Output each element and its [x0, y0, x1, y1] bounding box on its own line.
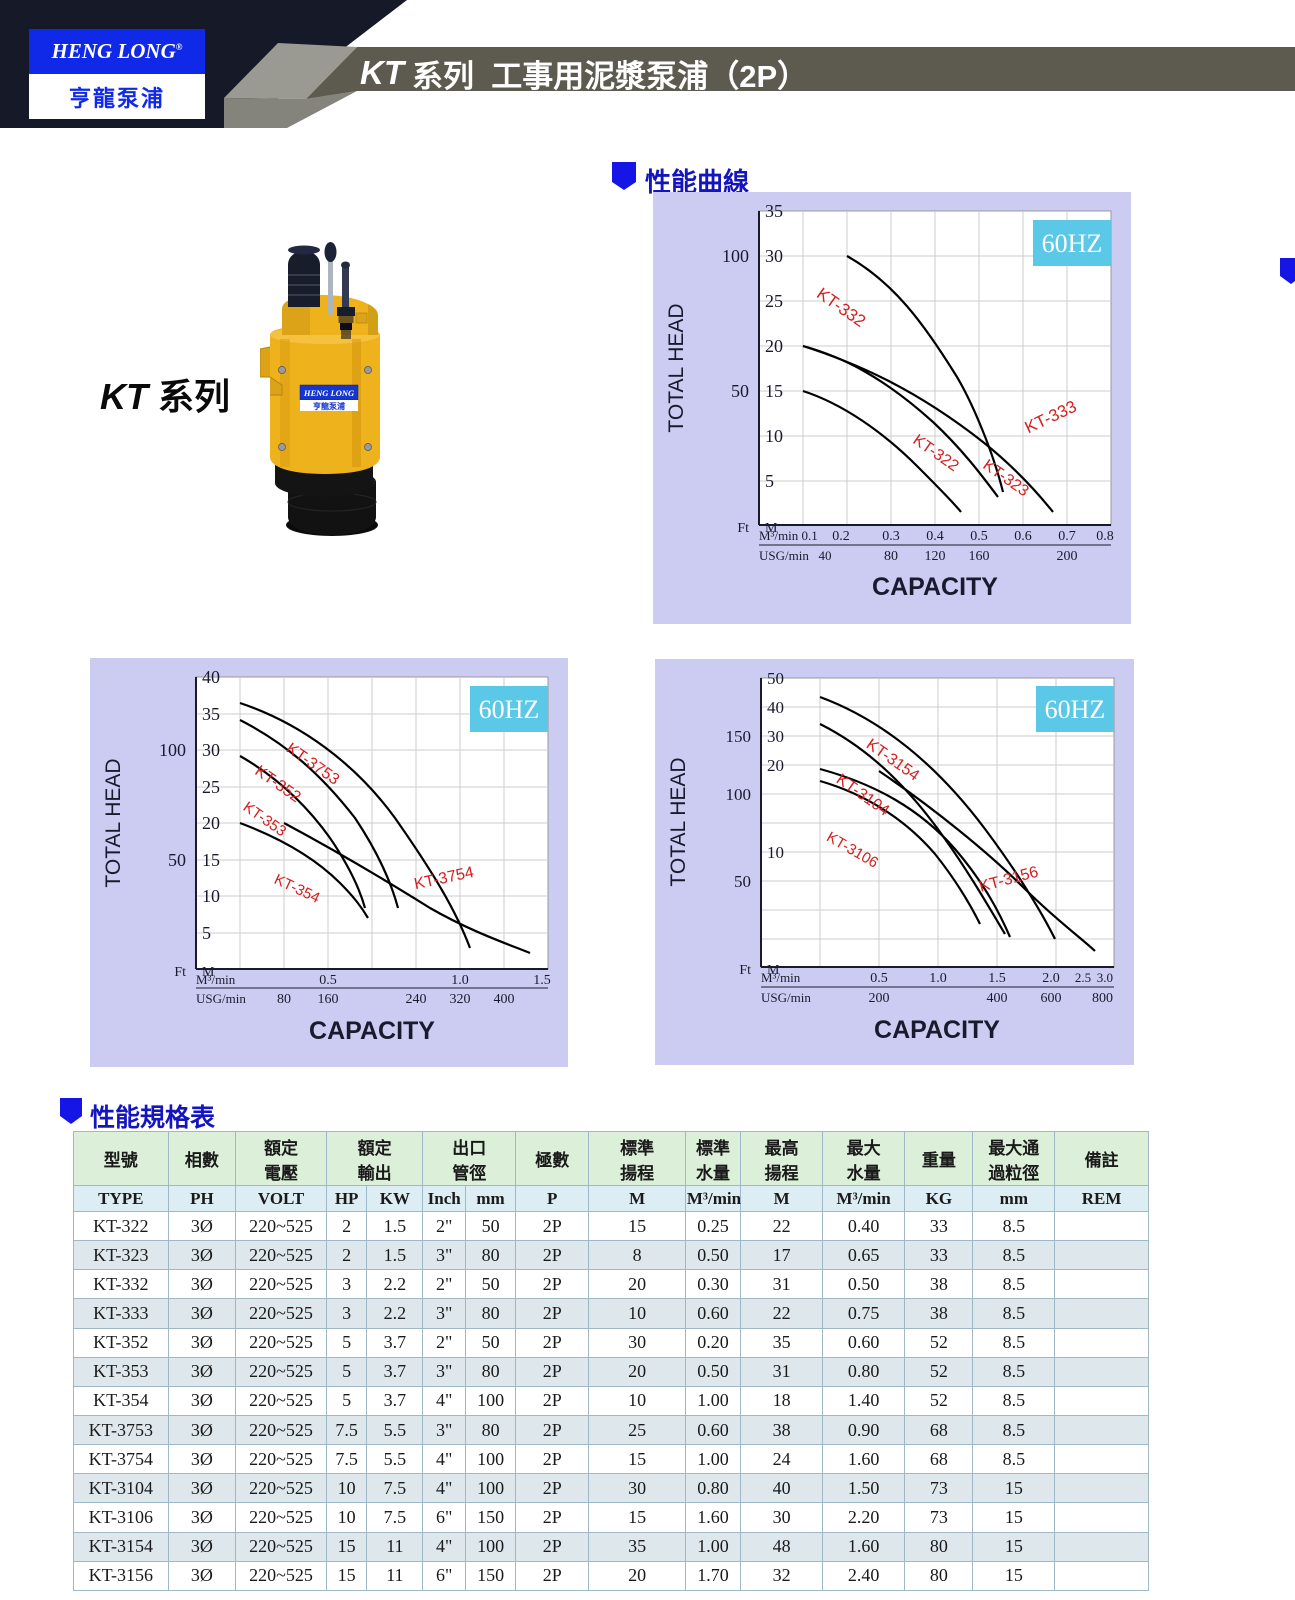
- svg-text:60HZ: 60HZ: [479, 695, 540, 724]
- svg-text:50: 50: [168, 850, 186, 870]
- svg-text:Ft: Ft: [174, 965, 186, 980]
- svg-text:30: 30: [767, 727, 784, 746]
- svg-text:0.5: 0.5: [870, 971, 888, 986]
- svg-text:M³/min: M³/min: [196, 972, 236, 987]
- svg-text:亨龍泵浦: 亨龍泵浦: [313, 401, 345, 411]
- svg-text:50: 50: [731, 381, 749, 401]
- svg-text:40: 40: [767, 698, 784, 717]
- svg-text:0.8: 0.8: [1096, 529, 1114, 544]
- svg-text:10: 10: [767, 843, 784, 862]
- svg-text:Ft: Ft: [737, 521, 749, 536]
- svg-text:0.7: 0.7: [1058, 529, 1076, 544]
- svg-text:120: 120: [925, 549, 946, 564]
- svg-text:10: 10: [202, 886, 220, 906]
- svg-text:1.5: 1.5: [988, 971, 1006, 986]
- svg-text:0.5: 0.5: [319, 973, 337, 988]
- svg-text:100: 100: [722, 246, 749, 266]
- svg-text:60HZ: 60HZ: [1042, 229, 1103, 258]
- svg-text:320: 320: [450, 992, 471, 1007]
- svg-text:HENG LONG: HENG LONG: [303, 388, 355, 398]
- svg-text:60HZ: 60HZ: [1045, 695, 1106, 724]
- svg-text:10: 10: [765, 426, 783, 446]
- svg-text:0.2: 0.2: [832, 529, 850, 544]
- svg-text:40: 40: [819, 548, 832, 563]
- svg-text:30: 30: [765, 246, 783, 266]
- svg-text:1.0: 1.0: [451, 973, 469, 988]
- svg-text:30: 30: [202, 740, 220, 760]
- svg-text:M³/min: M³/min: [761, 970, 801, 985]
- svg-text:20: 20: [767, 756, 784, 775]
- svg-text:CAPACITY: CAPACITY: [874, 1016, 1000, 1044]
- svg-text:20: 20: [765, 336, 783, 356]
- svg-text:100: 100: [159, 740, 186, 760]
- svg-text:1.0: 1.0: [929, 971, 947, 986]
- svg-text:5: 5: [765, 471, 774, 491]
- svg-text:TOTAL HEAD: TOTAL HEAD: [665, 303, 688, 432]
- svg-text:35: 35: [765, 201, 783, 221]
- svg-text:400: 400: [494, 992, 515, 1007]
- svg-text:CAPACITY: CAPACITY: [872, 573, 998, 601]
- svg-text:600: 600: [1041, 991, 1062, 1006]
- svg-text:160: 160: [969, 549, 990, 564]
- svg-text:1.5: 1.5: [533, 973, 551, 988]
- svg-text:200: 200: [1057, 549, 1078, 564]
- svg-text:2.5: 2.5: [1075, 970, 1091, 985]
- svg-text:M³/min 0.1: M³/min 0.1: [759, 528, 818, 543]
- svg-text:USG/min: USG/min: [759, 548, 809, 563]
- svg-text:200: 200: [869, 991, 890, 1006]
- svg-text:20: 20: [202, 813, 220, 833]
- svg-text:160: 160: [318, 992, 339, 1007]
- svg-text:50: 50: [767, 669, 784, 688]
- svg-text:15: 15: [765, 381, 783, 401]
- svg-text:800: 800: [1092, 991, 1113, 1006]
- svg-text:0.5: 0.5: [970, 529, 988, 544]
- svg-text:80: 80: [884, 549, 898, 564]
- svg-text:TOTAL HEAD: TOTAL HEAD: [102, 758, 125, 887]
- svg-text:2.0: 2.0: [1042, 971, 1060, 986]
- svg-text:TOTAL HEAD: TOTAL HEAD: [667, 757, 690, 886]
- svg-text:150: 150: [726, 727, 752, 746]
- svg-text:40: 40: [202, 667, 220, 687]
- svg-text:5: 5: [202, 923, 211, 943]
- svg-text:3.0: 3.0: [1097, 970, 1113, 985]
- svg-text:100: 100: [726, 785, 752, 804]
- svg-text:400: 400: [987, 991, 1008, 1006]
- svg-text:Ft: Ft: [739, 963, 751, 978]
- svg-text:240: 240: [406, 992, 427, 1007]
- svg-text:0.6: 0.6: [1014, 529, 1032, 544]
- svg-text:0.3: 0.3: [882, 529, 900, 544]
- svg-text:25: 25: [765, 291, 783, 311]
- svg-text:USG/min: USG/min: [761, 990, 811, 1005]
- svg-text:80: 80: [277, 992, 291, 1007]
- svg-text:CAPACITY: CAPACITY: [309, 1017, 435, 1045]
- svg-text:25: 25: [202, 777, 220, 797]
- svg-text:15: 15: [202, 850, 220, 870]
- svg-text:35: 35: [202, 704, 220, 724]
- svg-text:0.4: 0.4: [926, 529, 944, 544]
- svg-text:USG/min: USG/min: [196, 991, 246, 1006]
- svg-text:50: 50: [734, 872, 751, 891]
